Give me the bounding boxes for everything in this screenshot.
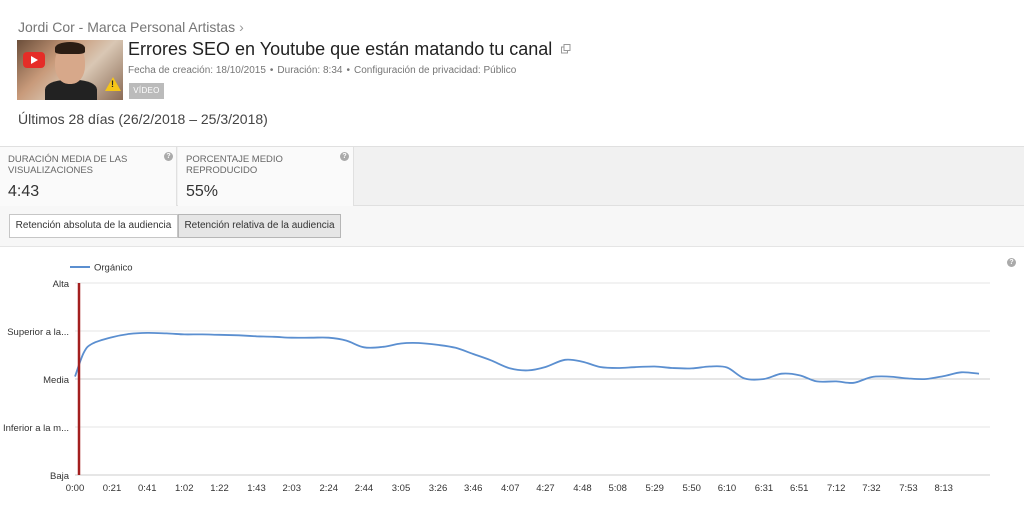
video-duration: Duración: 8:34: [277, 65, 343, 76]
tab-relative-retention[interactable]: Retención relativa de la audiencia: [178, 214, 341, 238]
x-tick-label: 1:02: [175, 483, 194, 494]
x-tick-label: 5:08: [608, 483, 627, 494]
metric-label: PORCENTAJE MEDIO REPRODUCIDO: [186, 154, 283, 176]
help-icon[interactable]: ?: [164, 152, 173, 161]
video-type-badge: VÍDEO: [129, 83, 164, 99]
x-tick-label: 1:43: [247, 483, 266, 494]
x-tick-label: 6:51: [790, 483, 809, 494]
breadcrumb[interactable]: Jordi Cor - Marca Personal Artistas ›: [18, 19, 244, 35]
x-tick-label: 2:44: [355, 483, 374, 494]
tab-absolute-retention[interactable]: Retención absoluta de la audiencia: [9, 214, 178, 238]
x-tick-label: 4:07: [501, 483, 520, 494]
thumbnail-person-hair: [55, 42, 85, 54]
x-tick-label: 0:21: [103, 483, 122, 494]
external-link-icon[interactable]: [561, 44, 571, 54]
metric-avg-view-duration[interactable]: DURACIÓN MEDIA DE LAS VISUALIZACIONES 4:…: [0, 147, 177, 206]
x-tick-label: 0:41: [138, 483, 157, 494]
video-thumbnail[interactable]: [17, 40, 123, 100]
thumbnail-person-shirt: [45, 80, 97, 100]
x-tick-label: 8:13: [934, 483, 953, 494]
x-tick-label: 2:03: [282, 483, 301, 494]
x-tick-label: 5:29: [645, 483, 664, 494]
chevron-right-icon: ›: [239, 19, 244, 35]
help-icon[interactable]: ?: [340, 152, 349, 161]
metric-avg-percentage-viewed[interactable]: PORCENTAJE MEDIO REPRODUCIDO 55% ?: [178, 147, 354, 206]
y-tick-label: Media: [43, 375, 70, 386]
y-tick-label: Baja: [50, 471, 70, 482]
x-tick-label: 4:27: [536, 483, 555, 494]
metric-value: 55%: [186, 183, 219, 200]
x-tick-label: 6:10: [718, 483, 737, 494]
y-tick-label: Alta: [53, 279, 70, 290]
creation-date: Fecha de creación: 18/10/2015: [128, 65, 266, 76]
separator-dot: •: [346, 65, 350, 76]
video-meta: Fecha de creación: 18/10/2015 • Duración: …: [128, 65, 516, 76]
x-tick-label: 3:46: [464, 483, 483, 494]
x-tick-label: 0:00: [66, 483, 85, 494]
x-tick-label: 2:24: [319, 483, 338, 494]
y-tick-label: Superior a la...: [7, 327, 69, 338]
x-tick-label: 3:26: [429, 483, 448, 494]
x-tick-label: 1:22: [210, 483, 229, 494]
youtube-logo-icon: [23, 52, 45, 68]
warning-icon: [105, 77, 121, 91]
retention-chart-svg: Alta Superior a la... Media Inferior a la m…: [3, 263, 990, 494]
metric-value: 4:43: [8, 183, 40, 200]
privacy-setting: Configuración de privacidad: Público: [353, 65, 517, 76]
retention-tab-bar: Retención absoluta de la audiencia Reten…: [0, 206, 1024, 247]
legend-label: Orgánico: [94, 263, 133, 274]
y-tick-label: Inferior a la m...: [3, 423, 69, 434]
metric-label: DURACIÓN MEDIA DE LAS VISUALIZACIONES: [8, 154, 128, 176]
video-header: Jordi Cor - Marca Personal Artistas› Err…: [0, 0, 1024, 146]
separator-dot: •: [269, 65, 274, 76]
video-title[interactable]: Errores SEO en Youtube que están matando…: [128, 39, 553, 59]
x-tick-label: 7:12: [827, 483, 846, 494]
x-tick-label: 6:31: [755, 483, 774, 494]
x-tick-label: 7:53: [899, 483, 918, 494]
x-tick-label: 3:05: [392, 483, 411, 494]
x-tick-label: 5:50: [682, 483, 701, 494]
metrics-bar: DURACIÓN MEDIA DE LAS VISUALIZACIONES 4:…: [0, 146, 1024, 206]
date-range-label: Últimos 28 días (26/2/2018 – 25/3/2018): [18, 111, 268, 127]
breadcrumb-channel-link[interactable]: Jordi Cor - Marca Personal Artistas: [18, 19, 236, 35]
x-tick-label: 7:32: [862, 483, 881, 494]
help-icon[interactable]: ?: [1007, 258, 1016, 267]
series-line-organico: [74, 331, 980, 384]
x-tick-label: 4:48: [573, 483, 592, 494]
retention-chart: Alta Superior a la... Media Inferior a la m…: [0, 248, 1024, 513]
